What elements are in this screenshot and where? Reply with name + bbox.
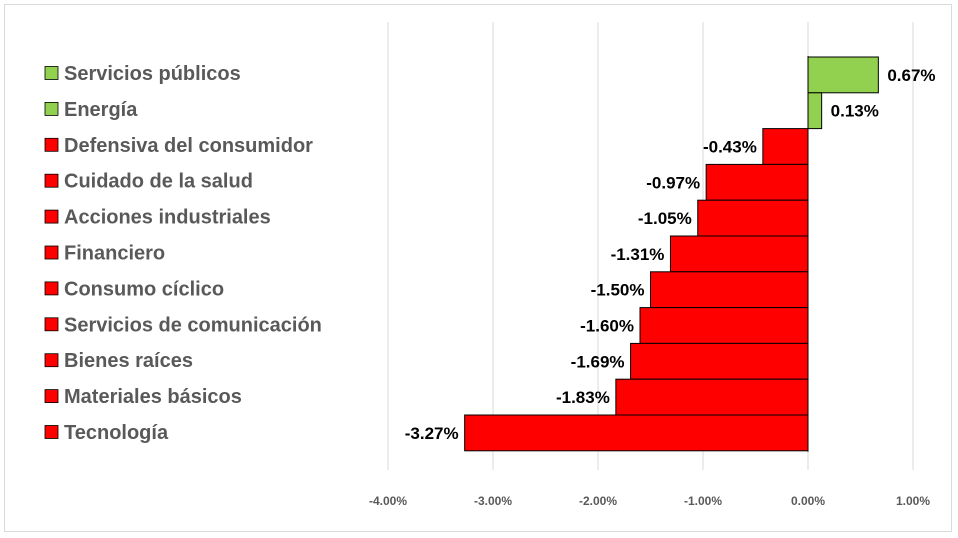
data-label: -1.83%	[556, 388, 610, 407]
x-tick-label: -4.00%	[369, 494, 407, 508]
data-label: -1.05%	[638, 209, 692, 228]
x-tick-label: -3.00%	[474, 494, 512, 508]
legend-label: Tecnología	[64, 422, 169, 444]
bar	[697, 199, 809, 237]
legend-swatch	[44, 66, 59, 80]
legend-label: Servicios públicos	[64, 63, 241, 85]
legend-label: Cuidado de la salud	[64, 171, 253, 193]
bars	[464, 56, 879, 452]
data-label: -1.31%	[611, 245, 665, 264]
bar	[705, 163, 809, 201]
legend-label: Consumo cíclico	[64, 278, 224, 300]
bar	[630, 342, 809, 380]
bar	[762, 128, 809, 165]
data-label: 0.67%	[887, 66, 935, 85]
bar	[615, 378, 809, 416]
bar	[807, 92, 823, 130]
legend-swatch	[44, 137, 59, 152]
x-tick-label: -1.00%	[684, 494, 722, 508]
bar	[650, 271, 809, 309]
legend-label: Financiero	[64, 243, 165, 265]
data-label: 0.13%	[831, 102, 879, 121]
legend-label: Bienes raíces	[64, 350, 193, 372]
data-label: -0.43%	[703, 138, 757, 157]
data-label: -1.69%	[571, 352, 625, 371]
bar	[464, 414, 809, 452]
legend-swatch	[44, 281, 59, 296]
legend-label: Defensiva del consumidor	[64, 135, 313, 157]
legend-swatch	[44, 209, 59, 224]
data-label: -1.60%	[580, 317, 634, 336]
legend-label: Energía	[64, 99, 138, 121]
bar	[669, 235, 809, 273]
x-tick-label: 1.00%	[896, 494, 930, 508]
legend: Servicios públicos Energía Defensiva del c…	[44, 63, 322, 444]
data-label: -3.27%	[405, 424, 459, 443]
legend-swatch	[44, 389, 59, 404]
legend-swatch	[44, 173, 59, 188]
legend-swatch	[44, 353, 59, 368]
x-axis-ticks: -4.00% -3.00% -2.00% -1.00% 0.00% 1.00%	[369, 494, 930, 508]
bar	[639, 307, 809, 344]
x-tick-label: -2.00%	[579, 494, 617, 508]
x-tick-label: 0.00%	[791, 494, 825, 508]
value-labels: 0.67% 0.13% -0.43%-0.97% -1.05% -1.31% -1.50%…	[405, 66, 936, 443]
legend-label: Servicios de comunicación	[64, 314, 322, 336]
legend-swatch	[44, 425, 59, 439]
legend-swatch	[44, 245, 59, 260]
data-label: -1.50%	[591, 281, 645, 300]
legend-swatch	[44, 102, 59, 116]
legend-label: Acciones industriales	[64, 207, 271, 229]
data-label: -0.97%	[646, 173, 700, 192]
bar	[807, 56, 879, 94]
legend-swatch	[44, 317, 59, 332]
legend-label: Materiales básicos	[64, 386, 242, 408]
